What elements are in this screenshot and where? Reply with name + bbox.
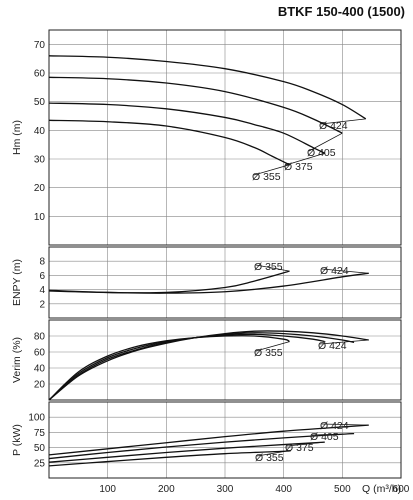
label-leader (311, 433, 355, 436)
y-tick-label: 30 (34, 155, 46, 166)
series-label: Ø 405 (307, 147, 336, 159)
series-curve (48, 424, 369, 456)
series-curve (48, 272, 369, 294)
panel-2: 2 4 6 8 ENPY (m) Ø 355 Ø 424 (11, 246, 402, 319)
label-leader (319, 339, 369, 345)
y-tick-label: 40 (34, 126, 46, 137)
series-label: Ø 355 (252, 171, 281, 183)
y-axis-label: Verim (%) (11, 337, 23, 383)
y-tick-label: 8 (39, 257, 45, 268)
x-tick-label: 100 (99, 484, 116, 495)
label-leader (286, 441, 325, 447)
label-leader (321, 268, 369, 274)
series-label: Ø 355 (254, 347, 283, 359)
y-tick-label: 4 (39, 285, 45, 296)
panel-frame (48, 246, 402, 319)
series-label: Ø 375 (285, 442, 314, 454)
y-tick-label: 100 (28, 413, 45, 424)
y-axis-label: P (kW) (11, 424, 23, 456)
y-tick-label: 70 (34, 40, 46, 51)
x-axis-label: Q (m³/h) (362, 483, 401, 495)
y-axis-label: Hm (m) (11, 120, 23, 155)
series-label: Ø 424 (318, 340, 347, 352)
panel-3: 20 40 60 80 Verim (%) Ø 355 Ø 424 (11, 319, 402, 401)
label-leader (253, 164, 290, 176)
y-tick-label: 60 (34, 69, 46, 80)
panel-frame (48, 401, 402, 479)
panel-frame (48, 319, 402, 401)
y-tick-label: 60 (34, 348, 46, 359)
x-tick-label: 600 (393, 484, 410, 495)
y-tick-label: 40 (34, 364, 46, 375)
series-curve (48, 441, 325, 463)
y-tick-label: 10 (34, 212, 46, 223)
series-curve (48, 55, 367, 120)
label-leader (321, 423, 369, 426)
label-leader (320, 118, 366, 125)
x-tick-label: 200 (158, 484, 175, 495)
y-tick-label: 80 (34, 332, 46, 343)
series-curve (48, 119, 290, 166)
y-tick-label: 25 (34, 458, 46, 469)
y-tick-label: 50 (34, 97, 46, 108)
series-label: Ø 355 (255, 452, 284, 464)
series-label: Ø 405 (310, 431, 339, 443)
x-tick-label: 300 (217, 484, 234, 495)
label-leader (255, 341, 290, 352)
panel-frame (48, 29, 402, 246)
series-label: Ø 424 (320, 265, 349, 277)
series-label: Ø 424 (320, 420, 349, 432)
chart-title: BTKF 150-400 (1500) (277, 4, 405, 19)
series-label: Ø 355 (254, 261, 283, 273)
label-leader (256, 450, 290, 457)
label-leader (255, 264, 290, 272)
y-tick-label: 20 (34, 380, 46, 391)
series-curve (48, 330, 369, 401)
y-tick-label: 2 (39, 299, 45, 310)
y-axis-label: ENPY (m) (11, 259, 23, 306)
y-tick-label: 75 (34, 428, 46, 439)
x-tick-label: 400 (275, 484, 292, 495)
series-curve (48, 76, 343, 134)
series-label: Ø 375 (284, 161, 313, 173)
y-tick-label: 6 (39, 271, 45, 282)
label-leader (285, 152, 325, 166)
series-curve (48, 102, 326, 154)
series-label: Ø 424 (319, 120, 348, 132)
y-tick-label: 50 (34, 443, 46, 454)
x-tick-label: 500 (334, 484, 351, 495)
y-tick-label: 20 (34, 183, 46, 194)
